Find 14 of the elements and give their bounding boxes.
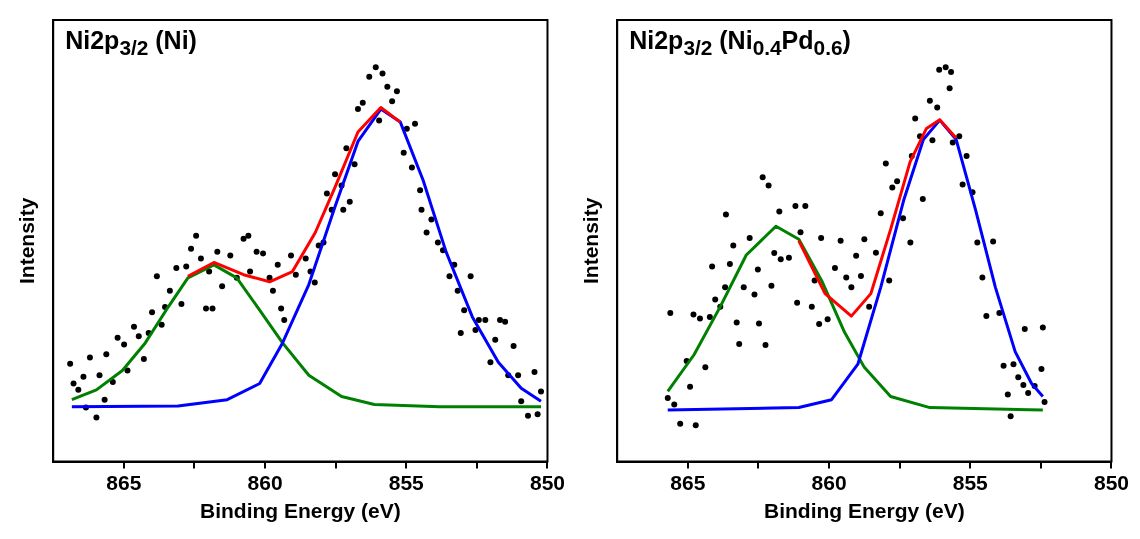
x-tick-label: 860 — [811, 471, 847, 494]
x-tick-label: 855 — [388, 471, 425, 494]
x-axis-title: Binding Energy (eV) — [200, 499, 401, 523]
x-axis-title: Binding Energy (eV) — [764, 499, 965, 523]
x-tick-label: 850 — [529, 471, 565, 494]
chart-title: Ni2p$_{3/2}$ (Ni$_{0.4}$Pd$_{0.6}$) — [629, 26, 851, 60]
x-tick-label: 855 — [952, 471, 989, 494]
x-tick-label: 860 — [247, 471, 283, 494]
x-tick-label: 850 — [1093, 471, 1129, 494]
x-tick-label: 865 — [106, 471, 142, 494]
y-axis-title: Intensity — [579, 197, 603, 284]
x-tick-label: 865 — [670, 471, 706, 494]
y-axis-title: Intensity — [15, 197, 39, 284]
chart-title: Ni2p$_{3/2}$ (Ni) — [65, 26, 197, 60]
